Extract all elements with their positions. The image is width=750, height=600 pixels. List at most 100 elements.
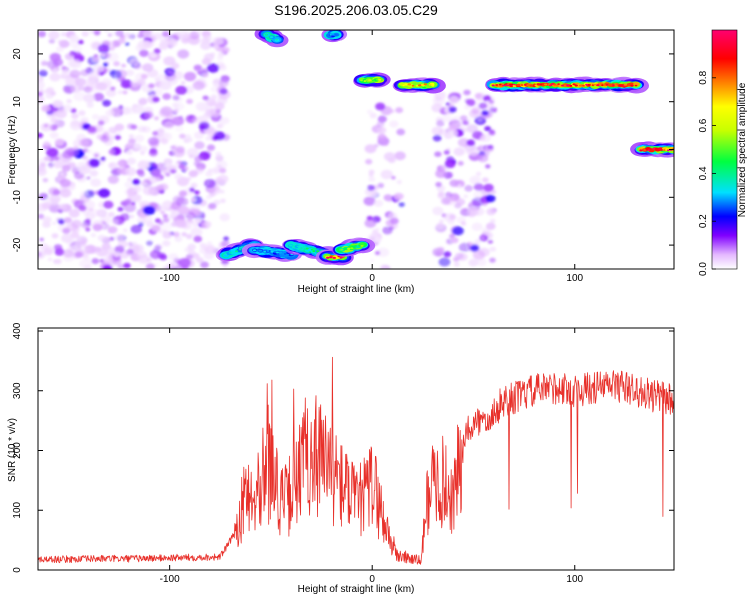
noise-speck <box>59 188 72 198</box>
noise-speck <box>482 202 488 207</box>
noise-speck <box>217 122 225 128</box>
noise-speck <box>449 95 459 104</box>
noise-speck <box>91 114 100 120</box>
noise-speck <box>110 86 116 91</box>
noise-speck <box>162 240 171 247</box>
noise-speck <box>431 103 444 113</box>
noise-speck <box>59 178 71 188</box>
noise-speck <box>60 32 67 37</box>
noise-speck <box>43 123 49 128</box>
noise-speck <box>438 257 451 267</box>
noise-speck <box>437 246 445 253</box>
noise-speck <box>189 31 200 40</box>
noise-speck <box>89 170 99 177</box>
noise-speck <box>50 117 59 124</box>
noise-speck <box>212 167 221 174</box>
noise-speck <box>394 151 406 161</box>
noise-speck <box>45 87 55 94</box>
noise-speck <box>39 69 47 75</box>
noise-speck <box>219 189 225 194</box>
noise-speck <box>474 101 480 106</box>
noise-speck <box>104 30 109 33</box>
noise-speck <box>38 30 47 38</box>
noise-speck <box>110 69 122 79</box>
noise-speck <box>107 175 119 184</box>
noise-speck <box>138 222 144 227</box>
noise-speck <box>435 96 442 102</box>
noise-speck <box>117 37 126 44</box>
noise-speck <box>127 241 134 247</box>
noise-speck <box>454 179 465 188</box>
noise-speck <box>56 46 64 53</box>
signal-blob <box>404 83 408 86</box>
signal-blob <box>289 244 293 247</box>
noise-speck <box>174 236 183 242</box>
noise-speck <box>453 257 460 262</box>
noise-speck <box>92 223 103 232</box>
noise-speck <box>172 94 180 101</box>
noise-speck <box>80 69 90 77</box>
noise-speck <box>127 191 134 196</box>
noise-speck <box>461 221 466 225</box>
noise-speck <box>438 128 448 136</box>
noise-speck <box>97 44 110 54</box>
noise-speck <box>192 223 198 228</box>
noise-speck <box>383 152 396 162</box>
noise-speck <box>383 194 393 202</box>
noise-speck <box>152 131 159 136</box>
noise-speck <box>374 237 382 243</box>
noise-speck <box>172 231 180 237</box>
signal-blob <box>656 149 659 151</box>
noise-speck <box>74 77 86 87</box>
signal-segment <box>321 30 348 43</box>
noise-speck <box>83 93 96 103</box>
noise-speck <box>193 64 202 72</box>
noise-speck <box>377 182 385 189</box>
noise-speck <box>217 174 229 184</box>
noise-speck <box>437 191 445 197</box>
noise-speck <box>489 246 497 252</box>
noise-speck <box>132 241 137 246</box>
snr-y-axis-label: SNR (10 * v/v) <box>7 418 18 482</box>
noise-speck <box>51 233 59 239</box>
noise-speck <box>95 82 107 91</box>
noise-speck <box>38 165 45 172</box>
signal-blob <box>526 84 530 87</box>
noise-speck <box>114 233 124 242</box>
x-tick-label: -100 <box>160 273 180 284</box>
noise-speck <box>200 261 209 269</box>
noise-speck <box>220 117 230 125</box>
noise-speck <box>126 157 136 165</box>
noise-speck <box>77 71 83 76</box>
noise-speck <box>147 189 155 195</box>
noise-speck <box>123 202 136 213</box>
noise-speck <box>67 147 79 157</box>
noise-speck <box>163 56 176 66</box>
noise-speck <box>39 89 44 93</box>
noise-speck <box>179 133 186 139</box>
noise-speck <box>463 104 471 110</box>
signal-blob <box>276 251 280 254</box>
noise-speck <box>125 168 131 173</box>
noise-speck <box>114 135 122 140</box>
noise-speck <box>171 116 185 126</box>
signal-blob <box>360 244 364 247</box>
signal-blob <box>574 84 578 87</box>
noise-speck <box>393 192 404 201</box>
noise-speck <box>100 135 110 143</box>
noise-speck <box>48 30 60 40</box>
signal-segment <box>630 141 674 158</box>
signal-blob <box>596 84 600 87</box>
signal-blob <box>634 84 638 87</box>
noise-speck <box>60 172 65 176</box>
noise-speck <box>196 30 202 35</box>
noise-speck <box>117 263 125 269</box>
noise-speck <box>117 90 123 95</box>
noise-speck <box>200 41 212 50</box>
noise-speck <box>73 45 83 52</box>
noise-speck <box>445 108 450 112</box>
noise-speck <box>43 141 51 147</box>
noise-speck <box>48 38 56 44</box>
signal-blob <box>334 33 338 36</box>
noise-speck <box>142 30 155 38</box>
